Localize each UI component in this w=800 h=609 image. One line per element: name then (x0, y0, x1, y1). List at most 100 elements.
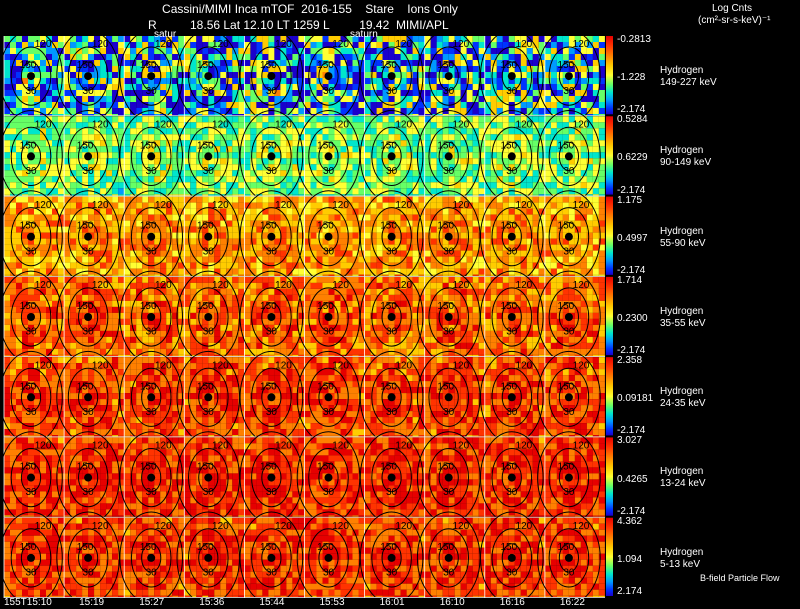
heatmap-cell (70, 194, 77, 196)
heatmap-cell (46, 256, 52, 263)
heatmap-cell (46, 202, 52, 209)
heatmap-cell (34, 354, 40, 357)
heatmap-cell (238, 122, 245, 129)
heatmap-cell (208, 146, 215, 153)
contour-ring (198, 222, 219, 252)
heatmap-cell (424, 128, 431, 135)
heatmap-cell (340, 42, 347, 48)
heatmap-cell (94, 90, 101, 96)
contour-label: 150 (380, 140, 397, 151)
heatmap-cell (40, 300, 46, 307)
heatmap-cell (532, 152, 539, 159)
heatmap-cell (448, 128, 455, 135)
contour-label: 120 (92, 200, 109, 211)
heatmap-cell (466, 72, 473, 78)
heatmap-cell (208, 274, 215, 276)
heatmap-cell (268, 226, 275, 233)
heatmap-cell (304, 256, 311, 263)
heatmap-cell (220, 330, 227, 337)
heatmap-cell (208, 176, 215, 183)
heatmap-cell (436, 60, 443, 66)
heatmap-cell (454, 108, 461, 114)
heatmap-cell (256, 102, 263, 108)
heatmap-cell (412, 152, 419, 159)
heatmap-cell (136, 152, 143, 159)
heatmap-cell (412, 60, 419, 66)
heatmap-cell (364, 72, 371, 78)
heatmap-cell (130, 48, 137, 54)
heatmap-cell (52, 36, 58, 42)
heatmap-cell (346, 214, 353, 221)
heatmap-cell (388, 96, 395, 102)
heatmap-cell (220, 276, 227, 283)
heatmap-cell (502, 134, 509, 141)
heatmap-cell (190, 164, 197, 171)
heatmap-cell (232, 274, 239, 276)
heatmap-cell (346, 232, 353, 239)
heatmap-cell (226, 214, 233, 221)
heatmap-cell (106, 122, 113, 129)
heatmap-cell (190, 116, 197, 123)
heatmap-cell (130, 54, 137, 60)
heatmap-cell (508, 256, 515, 263)
heatmap-cell (4, 256, 10, 263)
heatmap-cell (340, 182, 347, 189)
heatmap-cell (214, 54, 221, 60)
heatmap-cell (268, 194, 275, 196)
heatmap-cell (400, 238, 407, 245)
heatmap-cell (262, 256, 269, 263)
contour-label: 120 (452, 120, 469, 131)
heatmap-cell (160, 108, 167, 114)
heatmap-cell (550, 176, 557, 183)
heatmap-cell (136, 116, 143, 123)
heatmap-cell (328, 214, 335, 221)
heatmap-cell (340, 116, 347, 123)
heatmap-cell (472, 220, 479, 227)
heatmap-cell (136, 54, 143, 60)
heatmap-cell (364, 214, 371, 221)
heatmap-cell (358, 116, 365, 123)
heatmap-cell (538, 226, 545, 233)
heatmap-cell (478, 72, 485, 78)
heatmap-cell (280, 170, 287, 177)
heatmap-cell (190, 122, 197, 129)
heatmap-cell (64, 300, 71, 307)
heatmap-cell (598, 226, 605, 233)
heatmap-cell (436, 36, 443, 42)
heatmap-cell (448, 114, 455, 116)
heatmap-cell (70, 232, 77, 239)
heatmap-cell (22, 182, 28, 189)
heatmap-cell (430, 96, 437, 102)
heatmap-cell (250, 208, 257, 215)
heatmap-cell (262, 262, 269, 269)
heatmap-cell (28, 226, 34, 233)
heatmap-cell (460, 102, 467, 108)
heatmap-cell (538, 90, 545, 96)
heatmap-cell (256, 128, 263, 135)
contour-ring (261, 141, 282, 171)
heatmap-cell (172, 140, 179, 147)
heatmap-cell (226, 232, 233, 239)
heatmap-cell (298, 54, 305, 60)
heatmap-cell (136, 354, 143, 357)
heatmap-cell (172, 158, 179, 165)
heatmap-cell (454, 48, 461, 54)
heatmap-cell (430, 146, 437, 153)
heatmap-cell (268, 108, 275, 114)
heatmap-cell (172, 48, 179, 54)
heatmap-cell (598, 108, 605, 114)
heatmap-cell (82, 238, 89, 245)
heatmap-cell (88, 36, 95, 42)
heatmap-cell (148, 288, 155, 295)
heatmap-cell (352, 54, 359, 60)
heatmap-cell (238, 194, 245, 196)
heatmap-cell (376, 114, 383, 116)
heatmap-cell (460, 116, 467, 123)
heatmap-cell (202, 336, 209, 343)
heatmap-cell (238, 72, 245, 78)
heatmap-cell (214, 196, 221, 203)
heatmap-cell (352, 78, 359, 84)
heatmap-cell (484, 128, 491, 135)
saturn-disk (84, 232, 93, 241)
heatmap-cell (16, 294, 22, 301)
